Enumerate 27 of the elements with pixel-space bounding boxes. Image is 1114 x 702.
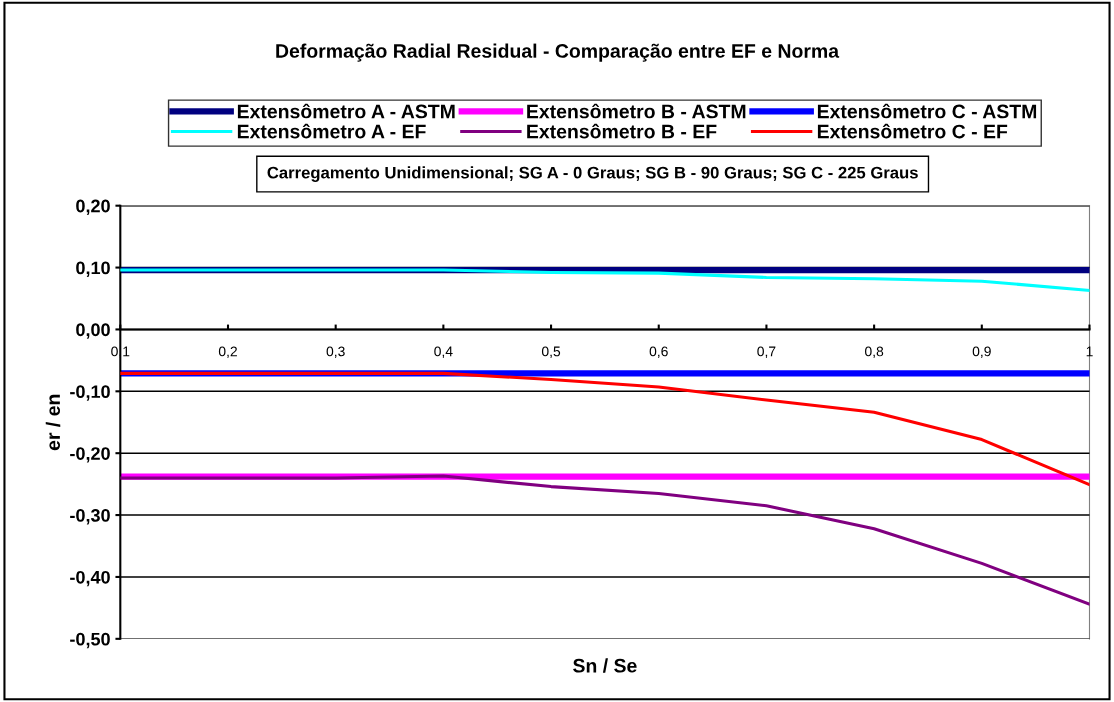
y-tick-label: -0,20 bbox=[70, 447, 110, 463]
chart-title: Deformação Radial Residual - Comparação entre EF e Norma bbox=[276, 43, 840, 62]
text: Carregamento Unidimensional; SG A - 0 Graus; SG B - 90 Graus; SG C - 225 Graus bbox=[267, 166, 918, 182]
x-tick-label: 0,7 bbox=[757, 346, 776, 358]
x-tick-label: 0,8 bbox=[865, 346, 884, 358]
legend-label: Extensômetro B - EF bbox=[527, 123, 717, 139]
y-axis-title: er / en bbox=[45, 394, 61, 451]
x-tick-label: 1 bbox=[1086, 346, 1093, 357]
y-tick-label: 0,00 bbox=[76, 323, 110, 339]
x-tick-label: 0,9 bbox=[972, 346, 991, 358]
x-tick-label: 0,4 bbox=[434, 346, 453, 358]
legend-label: Extensômetro C - EF bbox=[817, 123, 1008, 139]
y-tick-label: -0,40 bbox=[70, 570, 110, 587]
x-tick-label: 0,2 bbox=[218, 346, 237, 358]
y-tick-label: -0,30 bbox=[70, 509, 110, 525]
x-tick-label: 0,3 bbox=[326, 346, 345, 358]
x-axis-title: Sn / Se bbox=[573, 658, 637, 673]
y-tick-label: -0,50 bbox=[70, 632, 110, 649]
x-tick-label: 0,5 bbox=[541, 346, 561, 358]
y-tick-label: -0,10 bbox=[70, 385, 110, 401]
x-tick-label: 0,6 bbox=[649, 346, 668, 358]
legend-label: Extensômetro A - ASTM bbox=[237, 103, 455, 119]
legend-label: Extensômetro C - ASTM bbox=[817, 103, 1037, 119]
y-tick-label: 0,20 bbox=[76, 199, 110, 216]
y-tick-label: 0,10 bbox=[76, 261, 110, 277]
legend-label: Extensômetro A - EF bbox=[237, 123, 426, 139]
legend-label: Extensômetro B - ASTM bbox=[527, 103, 746, 119]
